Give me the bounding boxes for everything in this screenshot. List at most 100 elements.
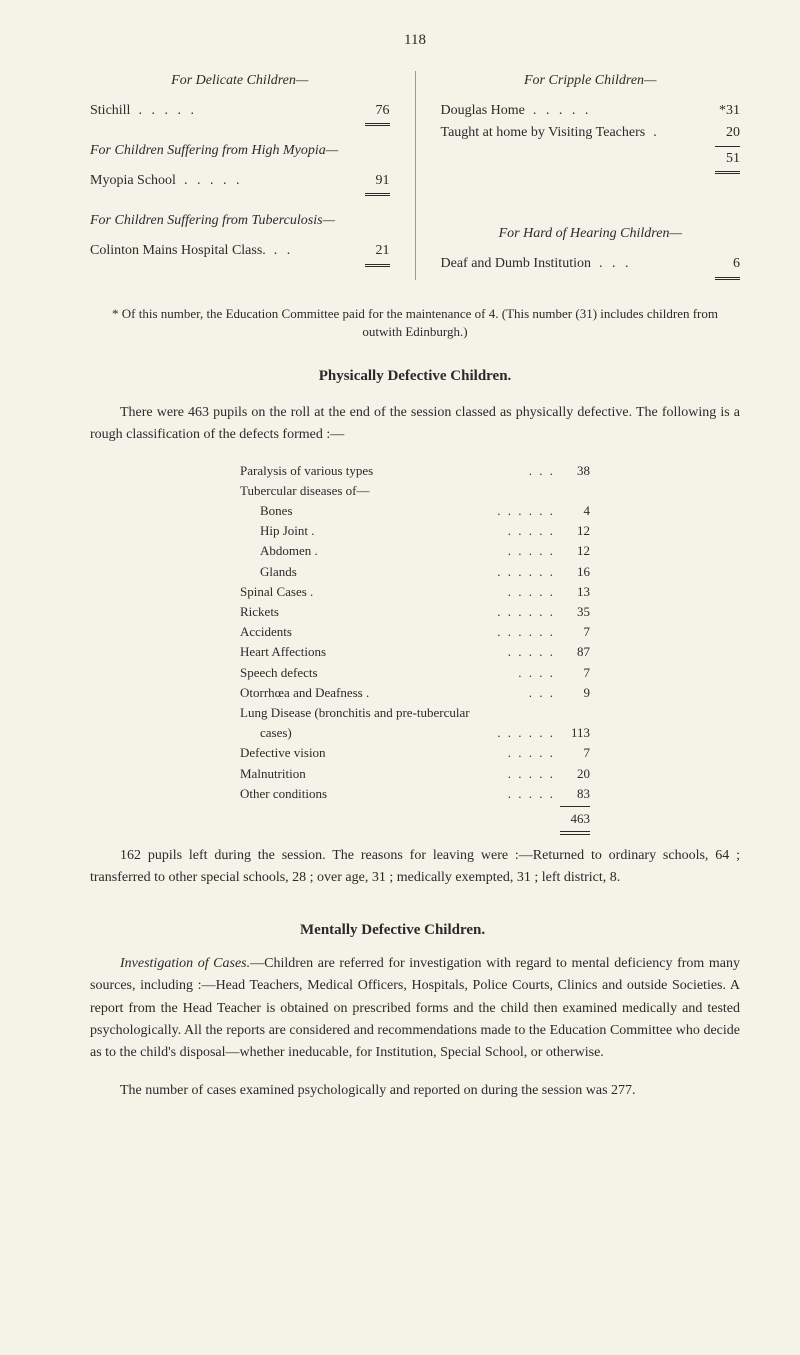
footnote: * Of this number, the Education Committe…	[90, 305, 740, 341]
stat-dots: . . .	[529, 462, 555, 480]
deaf-dumb-row: Deaf and Dumb Institution . . . 6	[441, 254, 741, 274]
deaf-dumb-label: Deaf and Dumb Institution	[441, 254, 591, 274]
stat-row: Malnutrition . . . . . 20	[240, 765, 590, 783]
para1-text: —Children are referred for investigation…	[90, 956, 740, 1061]
douglas-value: *31	[719, 101, 740, 121]
stat-value: 7	[560, 744, 590, 762]
stat-label: Paralysis of various types	[240, 462, 524, 480]
stat-dots: . . . . . .	[497, 563, 555, 581]
stat-value: 13	[560, 583, 590, 601]
physically-defective-conclusion: 162 pupils left during the session. The …	[90, 845, 740, 890]
mentally-defective-para2: The number of cases examined psychologic…	[90, 1080, 740, 1102]
myopia-row: Myopia School . . . . . 91	[90, 171, 390, 191]
stat-row: Defective vision . . . . . 7	[240, 744, 590, 762]
total-line	[560, 806, 590, 807]
stat-dots: . . .	[529, 684, 555, 702]
stat-row: Tubercular diseases of—	[240, 482, 590, 500]
stat-value: 20	[560, 765, 590, 783]
stat-row: Speech defects. . . .7	[240, 664, 590, 682]
cripple-children-header: For Cripple Children—	[441, 71, 741, 91]
stat-row: Lung Disease (bronchitis and pre-tubercu…	[240, 704, 590, 722]
stat-dots: . . . . .	[508, 583, 555, 601]
right-column: For Cripple Children— Douglas Home . . .…	[441, 71, 741, 280]
stat-value: 35	[560, 603, 590, 621]
stat-row: Glands . . . . . . 16	[240, 563, 590, 581]
stat-row: Otorrhœa and Deafness . . . . 9	[240, 684, 590, 702]
mentally-defective-para1: Investigation of Cases.—Children are ref…	[90, 953, 740, 1065]
stat-label: Accidents	[240, 623, 492, 641]
stat-value: 12	[560, 522, 590, 540]
total-value: 463	[560, 810, 590, 828]
taught-home-value: 20	[726, 123, 740, 143]
stat-row: Bones . . . . . . 4	[240, 502, 590, 520]
stat-dots: . . . . .	[508, 765, 555, 783]
colinton-value: 21	[376, 241, 390, 261]
stat-dots: . . . . .	[508, 744, 555, 762]
myopia-header: For Children Suffering from High Myopia—	[90, 141, 390, 161]
stat-label: Malnutrition	[240, 765, 503, 783]
douglas-row: Douglas Home . . . . . *31	[441, 101, 741, 121]
stat-label: Glands	[260, 563, 492, 581]
stat-dots: . . . . . .	[497, 502, 555, 520]
subtotal-row: 51	[441, 149, 741, 169]
dots: . . . . .	[138, 101, 367, 121]
stichill-label: Stichill	[90, 101, 130, 121]
stat-value: 38	[560, 462, 590, 480]
stat-value: 83	[560, 785, 590, 803]
colinton-row: Colinton Mains Hospital Class. . . 21	[90, 241, 390, 261]
stat-value: 113	[560, 724, 590, 742]
stichill-value: 76	[376, 101, 390, 121]
stat-label: Spinal Cases .	[240, 583, 503, 601]
stat-row: Paralysis of various types . . . 38	[240, 462, 590, 480]
dots: . . .	[599, 254, 725, 274]
dots: . .	[274, 241, 368, 261]
stat-label: Speech defects	[240, 664, 513, 682]
stat-value: 7	[560, 623, 590, 641]
stat-value: 9	[560, 684, 590, 702]
dots: .	[653, 123, 718, 143]
stat-dots: . . . . . .	[497, 623, 555, 641]
divider-line	[715, 277, 740, 280]
hearing-header: For Hard of Hearing Children—	[441, 224, 741, 244]
stichill-row: Stichill . . . . . 76	[90, 101, 390, 121]
stat-label: Otorrhœa and Deafness .	[240, 684, 524, 702]
physically-defective-heading: Physically Defective Children.	[90, 366, 740, 387]
total-row: 463	[240, 810, 590, 828]
stat-label: cases)	[260, 724, 492, 742]
deaf-dumb-value: 6	[733, 254, 740, 274]
stat-dots: . . . . .	[508, 785, 555, 803]
stat-value: 4	[560, 502, 590, 520]
stat-row: Other conditions . . . . . 83	[240, 785, 590, 803]
stat-dots: . . . .	[518, 664, 555, 682]
stat-dots: . . . . .	[508, 643, 555, 661]
defects-stats-table: Paralysis of various types . . . 38 Tubercu…	[240, 462, 590, 835]
taught-home-label: Taught at home by Visiting Teachers	[441, 123, 646, 143]
physically-defective-intro: There were 463 pupils on the roll at the…	[90, 402, 740, 447]
column-divider	[415, 71, 416, 280]
subtotal-value: 51	[726, 149, 740, 169]
stat-label: Heart Affections	[240, 643, 503, 661]
stat-label: Bones	[260, 502, 492, 520]
stat-row: cases) . . . . . . 113	[240, 724, 590, 742]
total-double-line	[560, 831, 590, 835]
subtotal-line	[715, 146, 740, 147]
dots: . . . . .	[184, 171, 368, 191]
stat-label: Other conditions	[240, 785, 503, 803]
top-two-column-section: For Delicate Children— Stichill . . . . …	[90, 71, 740, 280]
colinton-label: Colinton Mains Hospital Class.	[90, 241, 266, 261]
myopia-label: Myopia School	[90, 171, 176, 191]
stat-label: Lung Disease (bronchitis and pre-tubercu…	[240, 704, 590, 722]
stat-row: Hip Joint .. . . . .12	[240, 522, 590, 540]
stat-value: 16	[560, 563, 590, 581]
stat-label: Defective vision	[240, 744, 503, 762]
stat-row: Heart Affections. . . . .87	[240, 643, 590, 661]
tuberculosis-header: For Children Suffering from Tuberculosis…	[90, 211, 390, 231]
left-column: For Delicate Children— Stichill . . . . …	[90, 71, 390, 280]
douglas-label: Douglas Home	[441, 101, 525, 121]
stat-dots: . . . . .	[508, 522, 555, 540]
myopia-value: 91	[376, 171, 390, 191]
stat-row: Spinal Cases . . . . . . 13	[240, 583, 590, 601]
stat-dots: . . . . . .	[497, 724, 555, 742]
stat-row: Abdomen .. . . . .12	[240, 542, 590, 560]
stat-row: Accidents . . . . . . 7	[240, 623, 590, 641]
